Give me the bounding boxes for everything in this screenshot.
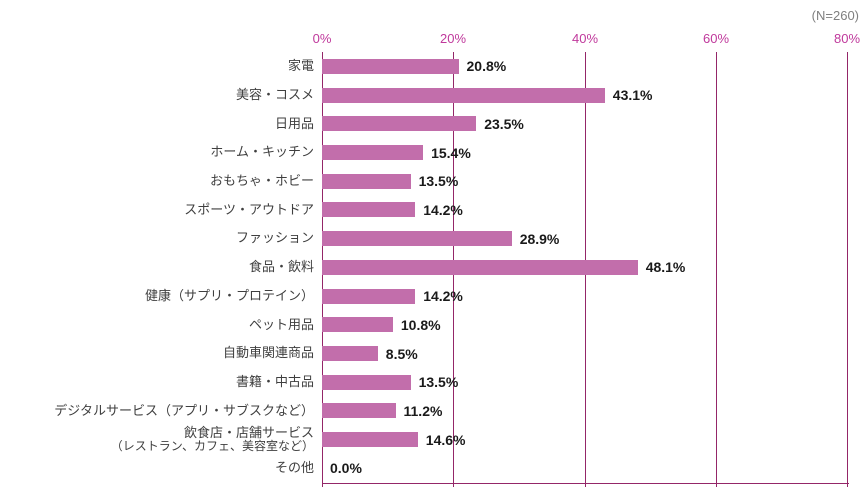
chart-row: 食品・飲料 48.1% — [0, 253, 865, 282]
bar — [322, 116, 477, 132]
chart-row: デジタルサービス（アプリ・サブスクなど） 11.2% — [0, 397, 865, 426]
x-axis-tick-label: 80% — [833, 31, 861, 46]
category-label: その他 — [274, 460, 314, 476]
value-label: 43.1% — [612, 87, 653, 104]
category-label: 家電 — [287, 58, 314, 74]
value-label: 8.5% — [385, 345, 418, 362]
x-axis-tick-label: 40% — [571, 31, 599, 46]
bar — [322, 202, 416, 218]
sample-size-label: (N=260) — [811, 8, 859, 23]
category-label: 自動車関連商品 — [222, 345, 314, 361]
gridline — [716, 52, 717, 487]
chart-rows: 家電 20.8% 美容・コスメ 43.1% 日用品 23.5% ホーム・キッチン… — [0, 52, 865, 483]
category-label: ペット用品 — [248, 316, 314, 332]
category-label: 日用品 — [274, 115, 314, 131]
category-label: 美容・コスメ — [235, 86, 314, 102]
value-label: 13.5% — [418, 173, 459, 190]
value-label: 13.5% — [418, 374, 459, 391]
chart-row: その他 0.0% — [0, 454, 865, 483]
chart-row: ホーム・キッチン 15.4% — [0, 138, 865, 167]
category-label: スポーツ・アウトドア — [184, 201, 314, 217]
value-label: 15.4% — [431, 144, 471, 161]
value-label: 14.2% — [423, 288, 463, 305]
category-label: ファッション — [235, 230, 314, 246]
category-label: 健康（サプリ・プロテイン） — [144, 287, 314, 303]
category-label: デジタルサービス（アプリ・サブスクなど） — [54, 402, 314, 418]
chart-row: 健康（サプリ・プロテイン） 14.2% — [0, 282, 865, 311]
value-label: 14.2% — [423, 201, 463, 218]
chart-row: 家電 20.8% — [0, 52, 865, 81]
value-label: 14.6% — [425, 431, 466, 448]
bar — [322, 145, 424, 161]
gridline — [847, 52, 848, 487]
value-label: 23.5% — [484, 115, 524, 132]
chart-row: スポーツ・アウトドア 14.2% — [0, 196, 865, 225]
chart-row: ファッション 28.9% — [0, 224, 865, 253]
bar — [322, 231, 512, 247]
value-label: 11.2% — [403, 402, 443, 419]
x-axis-tick-label: 20% — [439, 31, 467, 46]
category-sublabel: （レストラン、カフェ、美容室など） — [110, 439, 314, 454]
value-label: 48.1% — [645, 259, 686, 276]
x-axis-tick-label: 0% — [312, 31, 332, 46]
category-label: おもちゃ・ホビー — [209, 172, 314, 188]
bar — [322, 58, 459, 74]
value-label: 20.8% — [466, 58, 507, 75]
chart-row: 飲食店・店舗サービス （レストラン、カフェ、美容室など） 14.6% — [0, 425, 865, 454]
category-label: ホーム・キッチン — [210, 144, 314, 160]
bar — [322, 87, 605, 103]
x-axis-line — [322, 483, 849, 484]
chart-row: 自動車関連商品 8.5% — [0, 339, 865, 368]
value-label: 0.0% — [330, 460, 362, 477]
chart-row: おもちゃ・ホビー 13.5% — [0, 167, 865, 196]
bar — [322, 403, 396, 419]
bar — [322, 173, 411, 189]
bar — [322, 374, 411, 390]
bar — [322, 259, 638, 275]
bar — [322, 432, 418, 448]
value-label: 10.8% — [400, 316, 441, 333]
chart-row: 日用品 23.5% — [0, 109, 865, 138]
category-label: 食品・飲料 — [248, 259, 314, 275]
bar — [322, 346, 378, 362]
category-label: 書籍・中古品 — [235, 373, 314, 389]
bar — [322, 288, 416, 304]
category-label: 飲食店・店舗サービス （レストラン、カフェ、美容室など） — [0, 425, 322, 454]
chart-row: 書籍・中古品 13.5% — [0, 368, 865, 397]
x-axis-tick-label: 60% — [702, 31, 730, 46]
chart-row: 美容・コスメ 43.1% — [0, 81, 865, 110]
chart-row: ペット用品 10.8% — [0, 310, 865, 339]
bar — [322, 317, 393, 333]
value-label: 28.9% — [519, 230, 560, 247]
